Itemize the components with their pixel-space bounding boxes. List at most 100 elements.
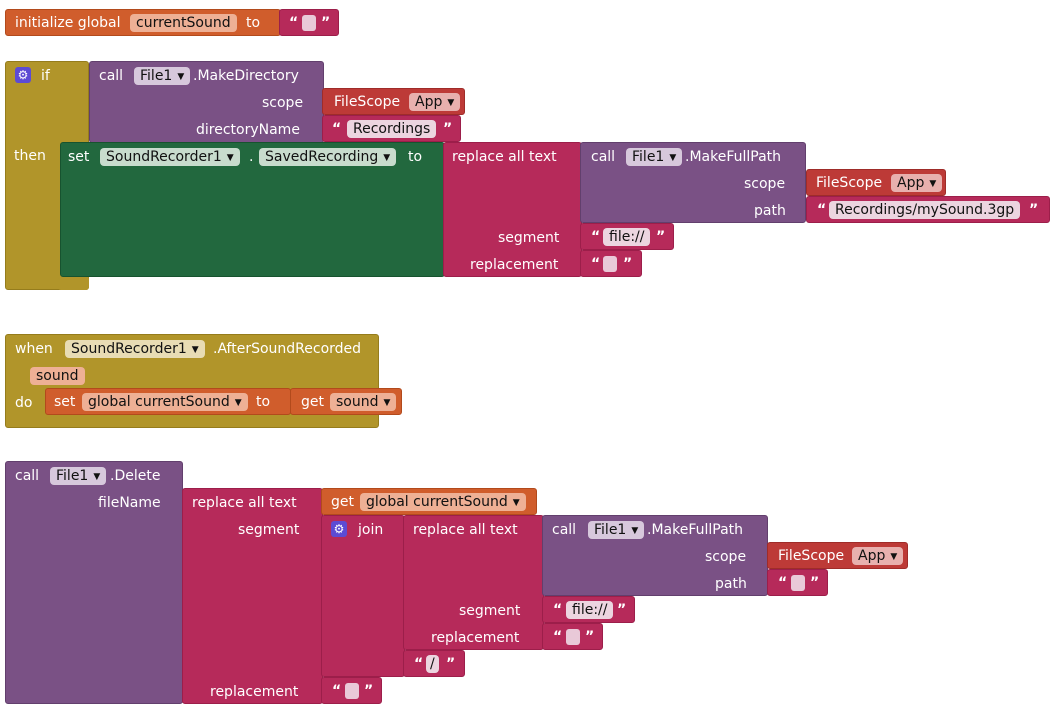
triangle-down-icon: ▼ [234, 398, 242, 408]
empty-text-field[interactable] [603, 256, 617, 272]
text-block-segment[interactable]: “ file:// ” [542, 596, 635, 623]
quote-close: ” [617, 602, 627, 618]
call-label: call [99, 68, 124, 84]
text-field-path[interactable]: Recordings/mySound.3gp [829, 201, 1021, 219]
text-block-segment[interactable]: “ file:// ” [580, 223, 674, 250]
property-dropdown[interactable]: SavedRecording ▼ [259, 148, 397, 166]
set-global-variable-block[interactable]: set global currentSound ▼ to [45, 388, 291, 415]
gear-icon[interactable]: ⚙ [331, 521, 347, 537]
replace-all-text-label: replace all text [413, 522, 518, 538]
empty-text-field[interactable] [345, 683, 359, 699]
text-block-recordings[interactable]: “ Recordings ” [322, 115, 461, 142]
quote-open: “ [332, 121, 342, 137]
event-parameter-sound[interactable]: sound [30, 367, 85, 385]
empty-text-block[interactable]: “ ” [542, 623, 603, 650]
quote-open: “ [289, 15, 299, 31]
makefullpath-method-label: .MakeFullPath [647, 522, 744, 538]
filescope-label: FileScope [816, 175, 883, 191]
empty-text-field[interactable] [302, 15, 316, 31]
filescope-block[interactable]: FileScope App ▼ [767, 542, 908, 569]
quote-open: “ [414, 656, 424, 672]
initialize-global-block[interactable]: initialize global currentSound to [5, 9, 281, 36]
call-delete-block[interactable]: call File1 ▼ .Delete fileName [5, 461, 183, 704]
empty-text-field[interactable] [791, 575, 805, 591]
global-variable-text: global currentSound [366, 494, 508, 510]
filescope-dropdown[interactable]: App ▼ [409, 93, 461, 111]
soundrecorder-component-text: SoundRecorder1 [106, 149, 222, 165]
triangle-down-icon: ▼ [512, 498, 520, 508]
call-makefullpath-block[interactable]: call File1 ▼ .MakeFullPath scope path [580, 142, 806, 223]
makefullpath-method-label: .MakeFullPath [685, 149, 782, 165]
local-variable-dropdown[interactable]: sound ▼ [330, 393, 397, 411]
call-makedirectory-block[interactable]: call File1 ▼ .MakeDirectory scope directo… [89, 61, 324, 143]
text-block-path[interactable]: “ Recordings/mySound.3gp ” [806, 196, 1050, 223]
path-label: path [715, 576, 747, 592]
set-savedrecording-block[interactable]: set SoundRecorder1 ▼ . SavedRecording ▼ to [60, 142, 445, 277]
file1-component-dropdown[interactable]: File1 ▼ [626, 148, 683, 166]
quote-open: “ [591, 256, 601, 272]
text-block-slash[interactable]: “ / ” [403, 650, 465, 677]
aftersoundrecorded-event-label: .AfterSoundRecorded [213, 341, 362, 357]
triangle-down-icon: ▼ [93, 472, 101, 482]
to-label: to [246, 15, 261, 31]
filescope-label: FileScope [334, 94, 401, 110]
text-field-segment[interactable]: file:// [603, 228, 651, 246]
triangle-down-icon: ▼ [383, 153, 391, 163]
then-label: then [14, 148, 46, 164]
local-variable-text: sound [336, 394, 379, 410]
to-label: to [408, 149, 423, 165]
get-global-variable-block[interactable]: get global currentSound ▼ [321, 488, 537, 515]
global-variable-dropdown[interactable]: global currentSound ▼ [360, 493, 526, 511]
filescope-value-text: App [415, 94, 443, 110]
file1-component-dropdown[interactable]: File1 ▼ [588, 521, 645, 539]
scope-label: scope [744, 176, 786, 192]
call-label: call [591, 149, 616, 165]
gear-icon[interactable]: ⚙ [15, 67, 31, 83]
text-field-segment[interactable]: file:// [566, 601, 614, 619]
filescope-dropdown[interactable]: App ▼ [891, 174, 943, 192]
call-makefullpath-block[interactable]: call File1 ▼ .MakeFullPath scope path [542, 515, 768, 596]
global-variable-text: global currentSound [88, 394, 230, 410]
soundrecorder-component-dropdown[interactable]: SoundRecorder1 ▼ [100, 148, 240, 166]
empty-text-block[interactable]: “ ” [580, 250, 642, 277]
get-variable-block[interactable]: get sound ▼ [290, 388, 402, 415]
directoryname-label: directoryName [196, 122, 300, 138]
replace-all-text-block-inner[interactable]: replace all text segment replacement [403, 515, 544, 650]
join-label: join [358, 522, 384, 538]
quote-close: ” [623, 256, 633, 272]
triangle-down-icon: ▼ [226, 153, 234, 163]
text-field-slash[interactable]: / [426, 655, 439, 673]
call-label: call [552, 522, 577, 538]
quote-open: “ [553, 629, 563, 645]
global-variable-dropdown[interactable]: global currentSound ▼ [82, 393, 248, 411]
set-label: set [68, 149, 90, 165]
segment-label: segment [498, 230, 560, 246]
replacement-label: replacement [470, 257, 559, 273]
filescope-block[interactable]: FileScope App ▼ [322, 88, 465, 115]
initialize-global-label: initialize global [15, 15, 121, 31]
if-label: if [41, 68, 50, 84]
empty-text-field[interactable] [566, 629, 580, 645]
empty-text-block[interactable]: “ ” [767, 569, 828, 596]
replace-all-text-block[interactable]: replace all text segment replacement [443, 142, 582, 277]
replace-all-text-label: replace all text [192, 495, 297, 511]
quote-open: “ [332, 683, 342, 699]
file1-component-text: File1 [56, 468, 89, 484]
quote-close: ” [443, 121, 453, 137]
global-variable-name-field[interactable]: currentSound [130, 14, 237, 32]
text-field-recordings[interactable]: Recordings [347, 120, 437, 138]
file1-component-text: File1 [140, 68, 173, 84]
join-block[interactable]: ⚙ join [321, 515, 405, 677]
makedirectory-method-label: .MakeDirectory [193, 68, 299, 84]
filename-label: fileName [98, 495, 161, 511]
soundrecorder-component-dropdown[interactable]: SoundRecorder1 ▼ [65, 340, 205, 358]
file1-component-dropdown[interactable]: File1 ▼ [134, 67, 191, 85]
replace-all-text-block[interactable]: replace all text segment replacement [182, 488, 323, 704]
get-label: get [301, 394, 324, 410]
replace-all-text-label: replace all text [452, 149, 557, 165]
empty-text-block[interactable]: “ ” [279, 9, 339, 36]
empty-text-block[interactable]: “ ” [321, 677, 382, 704]
filescope-block[interactable]: FileScope App ▼ [806, 169, 946, 196]
file1-component-dropdown[interactable]: File1 ▼ [50, 467, 107, 485]
filescope-dropdown[interactable]: App ▼ [852, 547, 904, 565]
